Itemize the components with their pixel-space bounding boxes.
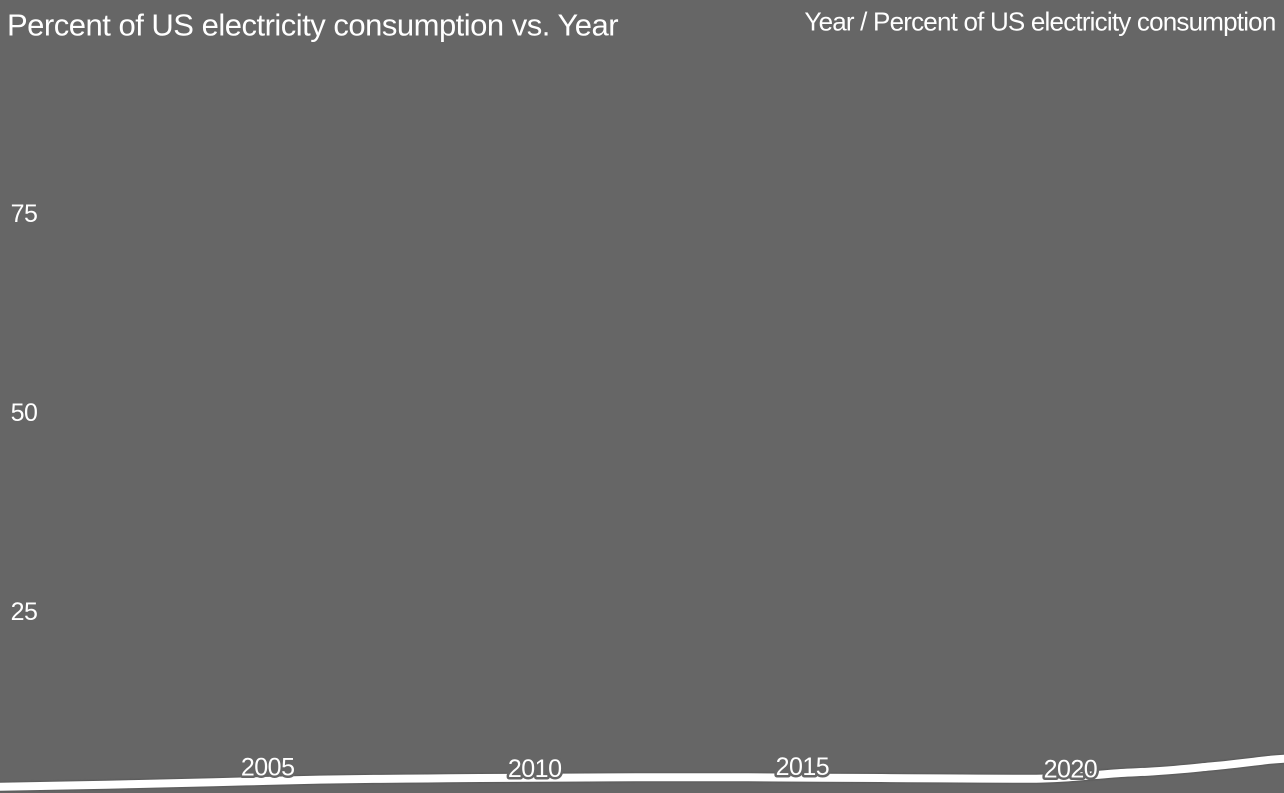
- svg-text:Percent of US electricity cons: Percent of US electricity consumption vs…: [7, 8, 618, 43]
- svg-text:Year / Percent of US electrici: Year / Percent of US electricity consump…: [804, 7, 1275, 37]
- svg-text:2015: 2015: [776, 753, 830, 781]
- svg-text:75: 75: [11, 200, 38, 228]
- svg-text:2020: 2020: [1044, 755, 1098, 783]
- svg-text:50: 50: [11, 399, 38, 427]
- svg-text:2010: 2010: [508, 755, 562, 783]
- svg-text:25: 25: [11, 598, 38, 626]
- svg-text:2005: 2005: [241, 753, 295, 781]
